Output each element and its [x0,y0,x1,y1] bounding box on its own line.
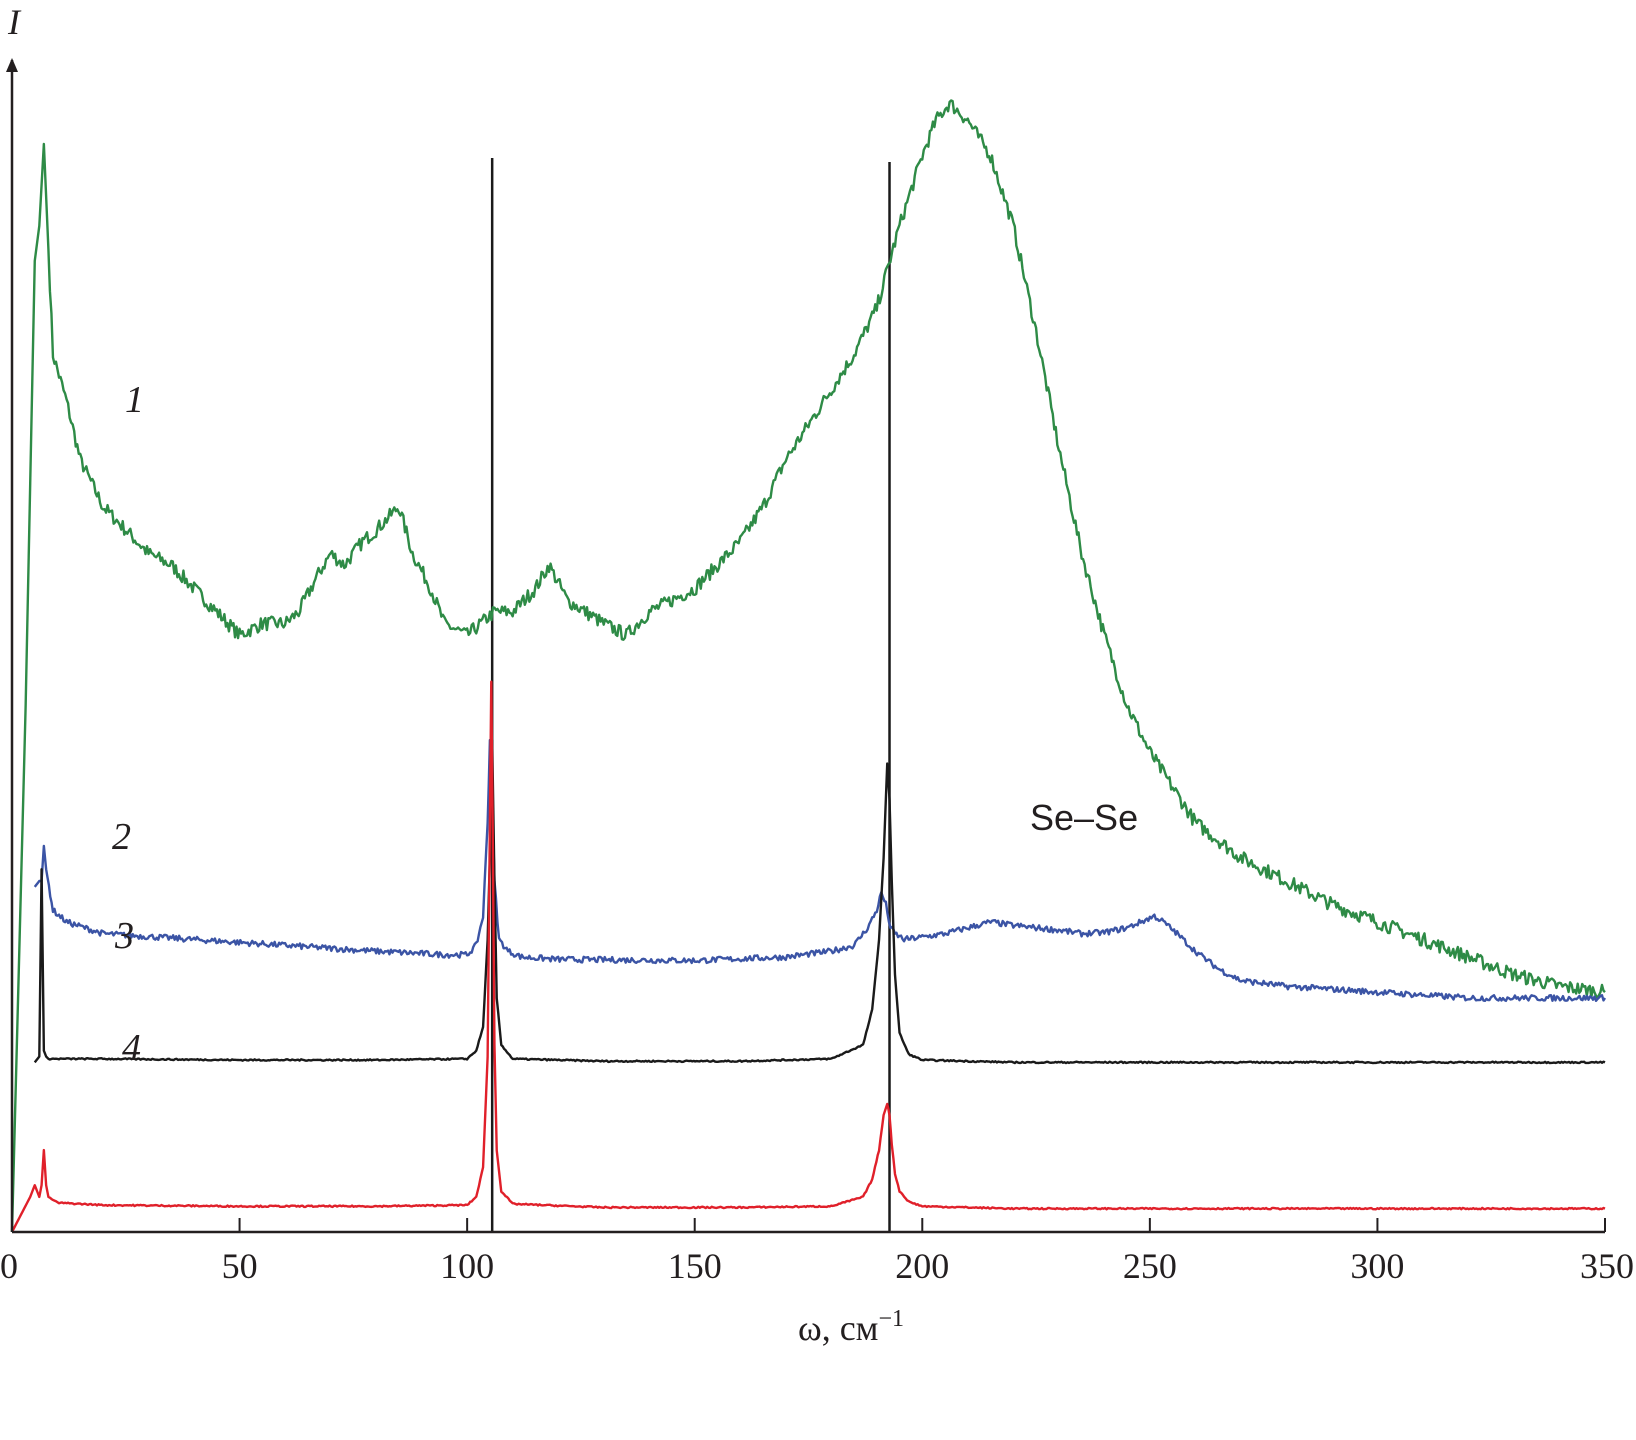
x-tick-label: 50 [222,1246,258,1286]
x-tick-label: 100 [440,1246,494,1286]
x-axis-label-superscript: −1 [878,1306,904,1332]
curve-label-3: 3 [114,915,134,957]
x-tick-label: 350 [1580,1246,1634,1286]
curve-label-2: 2 [112,816,131,858]
x-axis-ticks: 0 50 100 150 200 250 300 350 [0,1218,1634,1286]
series-line-2 [33,738,1607,1003]
y-axis-label: I [7,2,22,42]
x-tick-label: 250 [1123,1246,1177,1286]
spectrum-series-group [10,99,1607,1233]
reference-lines [490,158,891,1233]
series-line-4 [10,680,1606,1233]
series-line-1 [10,99,1606,1233]
x-tick-label: 150 [668,1246,722,1286]
x-axis-label-main: ω, см [798,1308,878,1348]
x-tick-label: 200 [895,1246,949,1286]
se-se-annotation: Se–Se [1030,797,1138,838]
curve-label-4: 4 [122,1027,141,1069]
x-axis-label: ω, см−1 [798,1306,904,1348]
series-line-3 [33,739,1606,1065]
x-tick-label: 0 [0,1246,18,1286]
curve-label-1: 1 [125,379,144,421]
x-tick-label: 300 [1350,1246,1404,1286]
